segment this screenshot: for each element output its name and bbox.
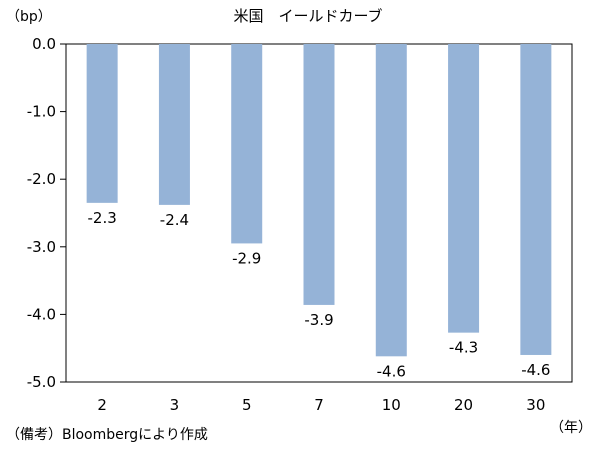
bar xyxy=(231,44,263,244)
x-tick-label: 5 xyxy=(242,396,252,414)
bar xyxy=(303,44,335,305)
y-tick-label: -4.0 xyxy=(27,305,56,323)
x-tick-label: 2 xyxy=(97,396,107,414)
data-label: -4.3 xyxy=(449,339,478,357)
y-axis: 0.0 -1.0 -2.0 -3.0 -4.0 -5.0 xyxy=(27,35,66,391)
x-tick-label: 3 xyxy=(170,396,180,414)
data-label: -4.6 xyxy=(377,362,406,380)
bar xyxy=(158,44,190,205)
x-tick-label: 20 xyxy=(454,396,473,414)
source-note: （備考）Bloombergにより作成 xyxy=(6,427,208,443)
x-tick-label: 30 xyxy=(526,396,545,414)
bar xyxy=(520,44,552,355)
data-label: -3.9 xyxy=(304,311,333,329)
x-tick-label: 7 xyxy=(314,396,324,414)
x-tick-label: 10 xyxy=(382,396,401,414)
chart-title: 米国 イールドカーブ xyxy=(233,7,382,25)
y-axis-unit: （bp） xyxy=(6,9,52,25)
y-tick-label: -2.0 xyxy=(27,170,56,188)
y-tick-label: -5.0 xyxy=(27,373,56,391)
data-label: -2.9 xyxy=(232,249,261,267)
data-label: -2.4 xyxy=(160,211,189,229)
y-tick-label: -1.0 xyxy=(27,103,56,121)
bar-series: -2.3 -2.4 -2.9 -3.9 -4.6 -4.3 -4.6 xyxy=(86,44,552,380)
bar xyxy=(375,44,407,357)
x-axis: 2 3 5 7 10 20 30 xyxy=(97,396,545,414)
x-axis-unit: （年） xyxy=(550,420,592,436)
data-label: -4.6 xyxy=(521,361,550,379)
bar xyxy=(448,44,480,333)
y-tick-label: 0.0 xyxy=(32,35,56,53)
data-label: -2.3 xyxy=(88,209,117,227)
y-tick-label: -3.0 xyxy=(27,238,56,256)
bar xyxy=(86,44,118,203)
